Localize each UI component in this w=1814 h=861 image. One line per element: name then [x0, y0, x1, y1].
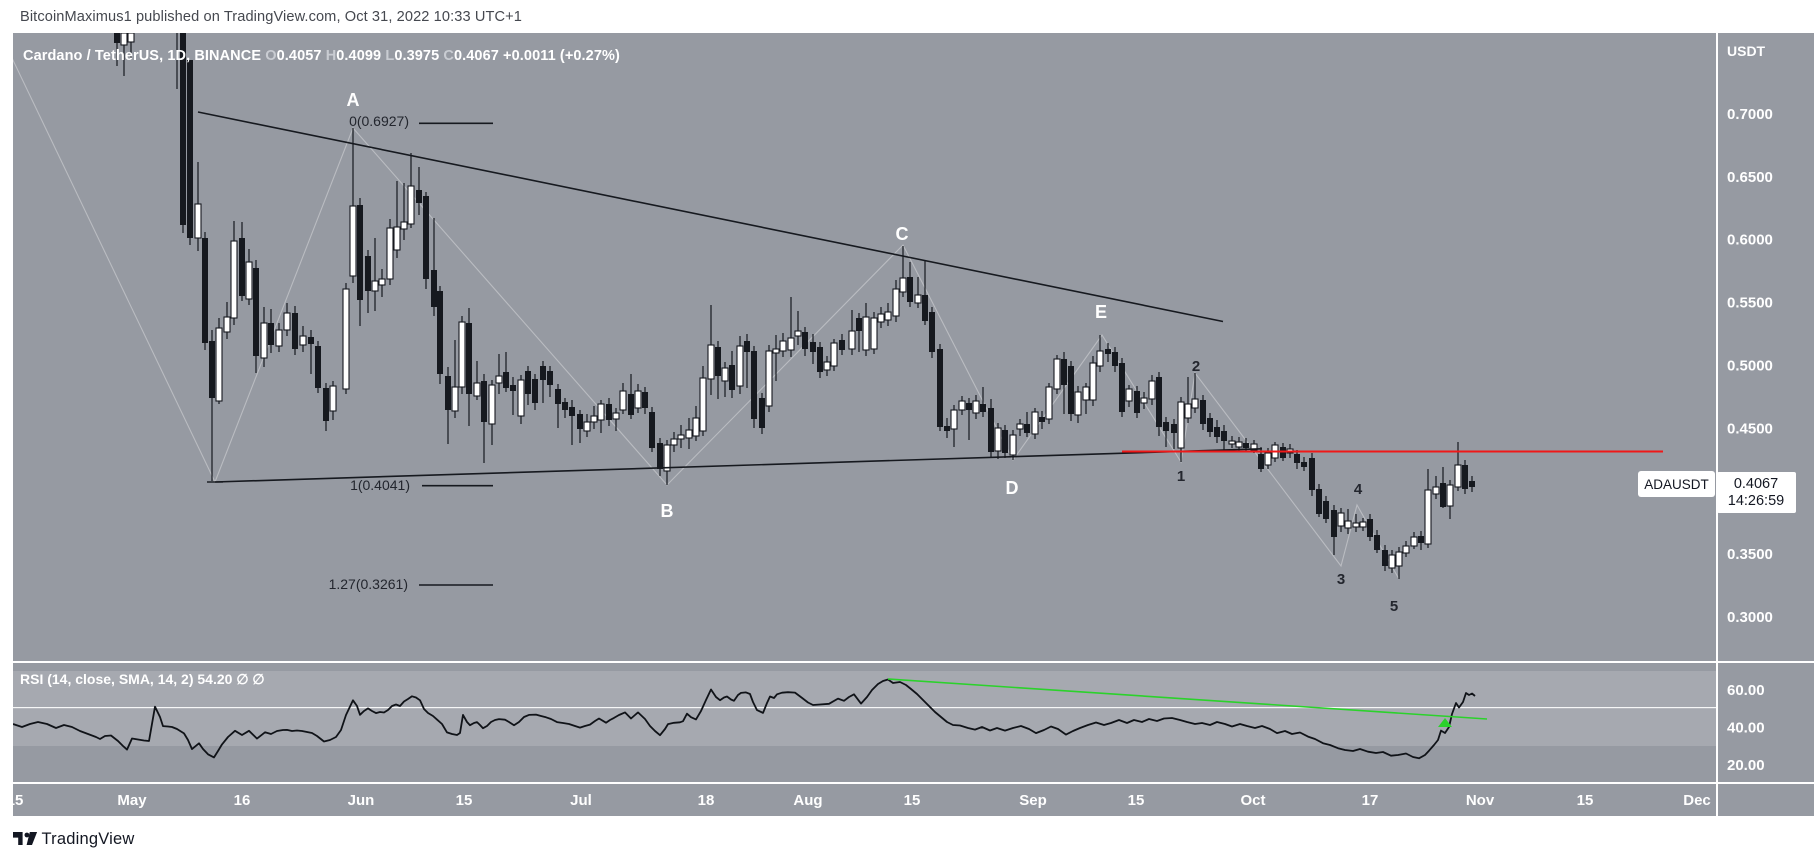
svg-text:1.27(0.3261): 1.27(0.3261) [329, 576, 408, 592]
svg-text:16: 16 [234, 792, 251, 809]
svg-text:E: E [1095, 302, 1107, 322]
svg-text:60.00: 60.00 [1727, 682, 1765, 699]
svg-text:Jul: Jul [570, 792, 592, 809]
svg-text:15: 15 [1577, 792, 1594, 809]
svg-text:40.00: 40.00 [1727, 720, 1765, 737]
svg-text:1: 1 [1177, 468, 1185, 485]
svg-text:0.6000: 0.6000 [1727, 232, 1773, 249]
svg-text:Sep: Sep [1019, 792, 1047, 809]
svg-text:15: 15 [904, 792, 921, 809]
svg-text:0.4500: 0.4500 [1727, 420, 1773, 437]
svg-text:0.5000: 0.5000 [1727, 358, 1773, 375]
svg-text:5: 5 [1390, 598, 1398, 615]
svg-text:ADAUSDT: ADAUSDT [1644, 477, 1709, 492]
svg-text:14:26:59: 14:26:59 [1728, 493, 1784, 509]
svg-text:15: 15 [7, 792, 24, 809]
svg-text:Dec: Dec [1683, 792, 1711, 809]
svg-text:0.5500: 0.5500 [1727, 295, 1773, 312]
svg-text:0.4067: 0.4067 [1734, 476, 1778, 492]
svg-text:Nov: Nov [1466, 792, 1495, 809]
svg-text:B: B [661, 501, 674, 521]
svg-text:RSI (14, close, SMA, 14, 2) 5: RSI (14, close, SMA, 14, 2) 54.20 ∅ ∅ [20, 671, 265, 687]
svg-text:17: 17 [1362, 792, 1379, 809]
svg-text:0(0.6927): 0(0.6927) [349, 113, 409, 129]
svg-text:Jun: Jun [348, 792, 375, 809]
svg-text:0.6500: 0.6500 [1727, 169, 1773, 186]
svg-text:Cardano / TetherUS, 1D, BINANC: Cardano / TetherUS, 1D, BINANCE O0.4057 … [23, 48, 620, 64]
svg-text:4: 4 [1354, 481, 1363, 498]
svg-text:Oct: Oct [1240, 792, 1265, 809]
svg-text:20.00: 20.00 [1727, 757, 1765, 774]
svg-text:3: 3 [1337, 571, 1345, 588]
svg-text:0.3000: 0.3000 [1727, 609, 1773, 626]
svg-text:May: May [117, 792, 147, 809]
svg-text:15: 15 [1128, 792, 1145, 809]
svg-text:18: 18 [698, 792, 715, 809]
svg-text:USDT: USDT [1727, 43, 1766, 59]
svg-text:Aug: Aug [793, 792, 822, 809]
svg-text:A: A [347, 90, 360, 110]
svg-text:2: 2 [1192, 358, 1200, 375]
svg-text:D: D [1006, 478, 1019, 498]
svg-text:15: 15 [456, 792, 473, 809]
svg-text:C: C [896, 224, 909, 244]
svg-text:0.3500: 0.3500 [1727, 546, 1773, 563]
svg-text:1(0.4041): 1(0.4041) [350, 477, 410, 493]
svg-text:0.7000: 0.7000 [1727, 106, 1773, 123]
